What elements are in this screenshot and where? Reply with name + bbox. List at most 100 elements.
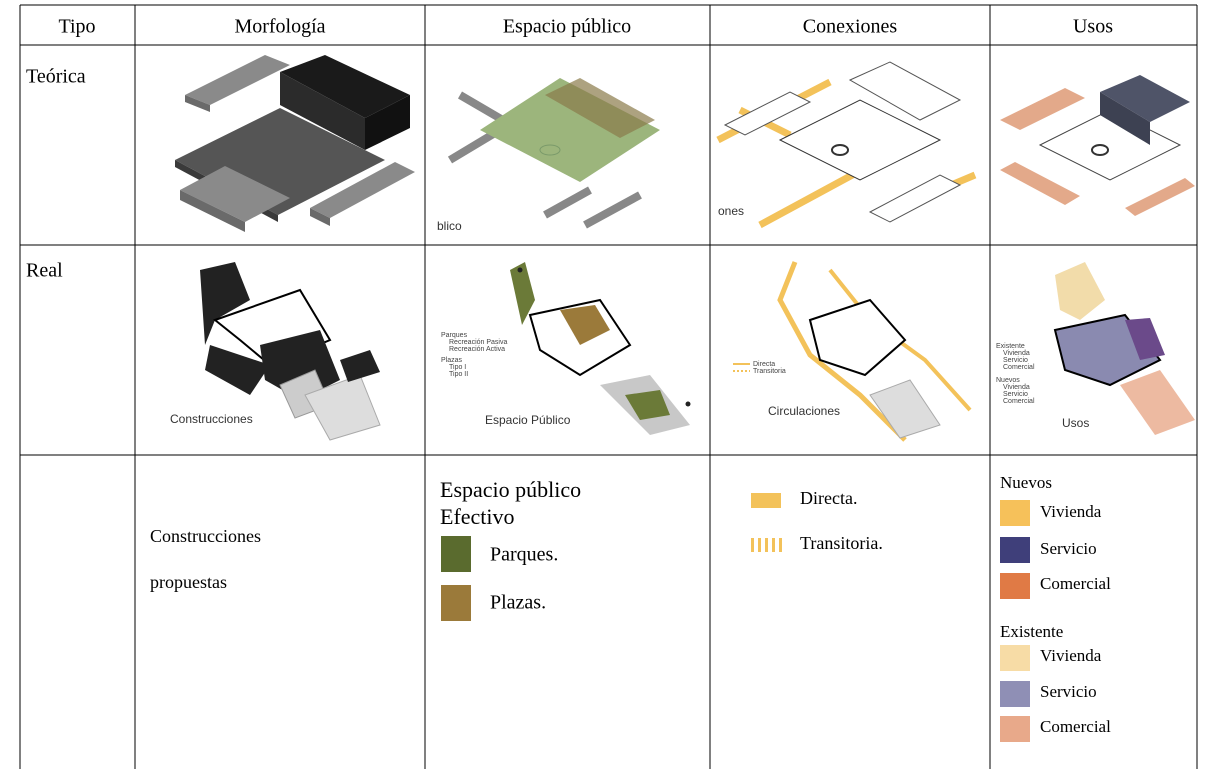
drawing-shape [517, 267, 523, 273]
drawing-caption: Circulaciones [768, 404, 840, 418]
cell-text: propuestas [150, 572, 227, 592]
header-cell: Conexiones [803, 16, 898, 38]
row-label: Teórica [26, 66, 86, 88]
cell-title: Efectivo [440, 504, 515, 529]
drawing-shape [1091, 144, 1109, 156]
legend-swatch [1000, 500, 1030, 526]
drawing-shape [180, 166, 290, 222]
legend-label: Servicio [1040, 682, 1097, 701]
drawing-shape [1100, 92, 1150, 145]
espacio-teorica-drawing [447, 78, 660, 229]
drawing-shape [869, 379, 941, 439]
drawing-shape [545, 78, 655, 138]
drawing-shape [310, 208, 330, 226]
drawing-shape [1000, 88, 1085, 130]
drawing-shape [751, 538, 754, 552]
drawing-shape [778, 99, 942, 181]
legend-label: Comercial [1040, 717, 1111, 736]
drawing-shape [185, 95, 210, 112]
header-cell: Tipo [58, 16, 95, 38]
drawing-shape [310, 162, 415, 218]
morfologia-teorica-drawing [175, 55, 415, 232]
header-cell: Espacio público [503, 16, 631, 38]
drawing-shape [200, 262, 250, 345]
conexiones-real-drawing [777, 261, 972, 442]
drawing-shape [365, 95, 410, 150]
drawing-shape [848, 61, 962, 121]
drawing-shape [583, 191, 642, 229]
legend-label: Existente [996, 343, 1025, 350]
drawing-shape [1125, 178, 1195, 216]
legend-label: Parques. [490, 544, 558, 566]
drawing-shape [772, 538, 775, 552]
drawing-caption: Espacio Público [485, 413, 571, 427]
drawing-shape [831, 144, 849, 156]
legend-label: Directa. [800, 488, 857, 508]
drawing-shape [1055, 262, 1105, 320]
legend-label: Tipo I [449, 364, 466, 371]
table-grid [19, 4, 1198, 769]
legend-swatch [1000, 645, 1030, 671]
legend-label: Vivienda [1003, 384, 1030, 391]
legend-label: Comercial [1003, 364, 1035, 371]
legend-label: Comercial [1040, 574, 1111, 593]
legend-label: Recreación Pasiva [449, 339, 507, 346]
legend-swatch [1000, 537, 1030, 563]
drawing-shape [560, 305, 610, 345]
drawing-shape [205, 345, 270, 395]
header-cell: Usos [1073, 16, 1113, 38]
drawing-shape [758, 538, 761, 552]
drawing-shape [175, 108, 385, 215]
cell-title: Espacio público [440, 477, 581, 502]
drawing-caption: blico [437, 219, 462, 233]
drawing-shape [765, 538, 768, 552]
legend-label: Tipo II [449, 371, 468, 378]
legend-label: Vivienda [1040, 502, 1102, 521]
drawing-shape [280, 55, 410, 118]
header-cell: Morfología [234, 16, 325, 38]
row-label: Real [26, 260, 63, 282]
drawing-caption: Usos [1062, 416, 1089, 430]
drawing-caption: ones [718, 204, 744, 218]
drawing-shape [180, 190, 245, 232]
legend-label: Servicio [1040, 539, 1097, 558]
drawing-shape [1100, 75, 1190, 122]
drawing-shape [1120, 370, 1195, 435]
drawing-shape [340, 350, 380, 382]
drawing-shape [539, 144, 561, 156]
legend-label: Parques [441, 332, 468, 339]
drawing-shape [510, 262, 535, 325]
legend-heading: Existente [1000, 622, 1063, 641]
legend-label: Servicio [1003, 357, 1028, 364]
legend-label: Transitoria [753, 368, 786, 375]
drawing-shape [304, 374, 381, 441]
legend-label: Comercial [1003, 398, 1035, 405]
drawing-caption: Construcciones [170, 412, 253, 426]
drawing-shape [1000, 162, 1080, 205]
legend-swatch [1000, 681, 1030, 707]
legend-swatch [751, 493, 781, 508]
conexiones-teorica-drawing [716, 61, 977, 229]
morfologia-real-drawing [200, 262, 381, 441]
legend-label: Recreación Activa [449, 346, 505, 353]
drawing-shape [808, 298, 907, 377]
legend-swatch [751, 538, 782, 552]
legend-swatch [1000, 573, 1030, 599]
legend-label: Plazas [441, 357, 463, 364]
legend-label: Servicio [1003, 391, 1028, 398]
legend-label: Nuevos [996, 377, 1020, 384]
drawing-shape [685, 401, 691, 407]
drawing-shape [625, 390, 670, 420]
legend-label: Transitoria. [800, 533, 883, 553]
drawing-shape [1125, 318, 1165, 360]
cell-text: Construcciones [150, 526, 261, 546]
legend-swatch [441, 585, 471, 621]
espacio-real-drawing [510, 262, 691, 435]
drawing-shape [280, 72, 365, 150]
legend-swatch [1000, 716, 1030, 742]
drawing-shape [480, 78, 660, 182]
legend-swatch [441, 536, 471, 572]
drawing-shape [777, 261, 907, 442]
usos-real-drawing [1053, 262, 1195, 435]
